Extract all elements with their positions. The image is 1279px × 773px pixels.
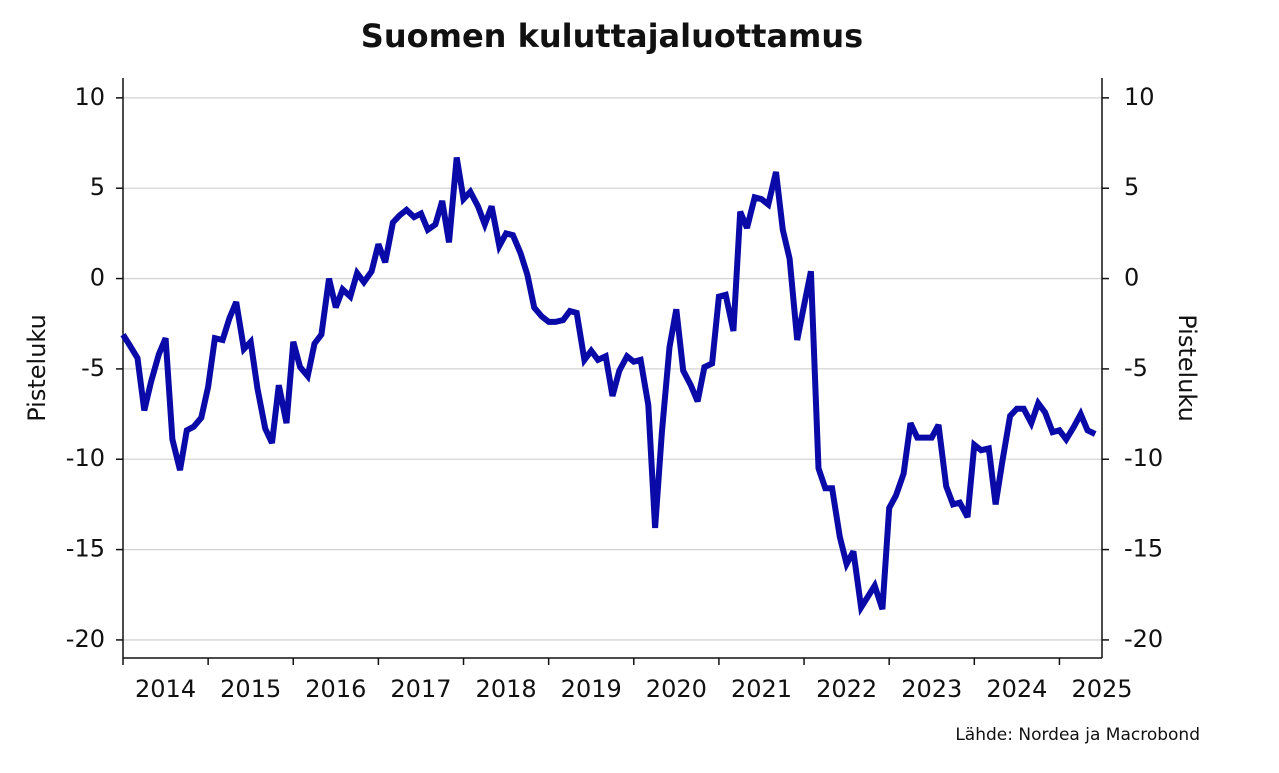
y2-tick-label: -15 [1124,535,1163,563]
y-tick-label: 5 [90,173,105,201]
y2-tick-label: 10 [1124,83,1155,111]
chart-title: Suomen kuluttajaluottamus [361,17,863,55]
y-tick-label: 0 [90,264,105,292]
source-note: Lähde: Nordea ja Macrobond [955,725,1200,745]
y2-tick-label: -5 [1124,354,1148,382]
y-axis-label: Pisteluku [23,314,51,422]
x-tick-label: 2025 [1071,675,1132,703]
y2-tick-label: -20 [1124,625,1163,653]
y-tick-label: -15 [66,535,105,563]
data-line [120,157,1097,616]
x-tick-label: 2015 [220,675,281,703]
x-tick-label: 2014 [135,675,196,703]
x-tick-label: 2017 [390,675,451,703]
x-tick-label: 2016 [305,675,366,703]
y-tick-label: 10 [74,83,105,111]
x-tick-label: 2020 [646,675,707,703]
x-tick-label: 2022 [816,675,877,703]
y2-tick-label: 5 [1124,173,1139,201]
y2-tick-label: 0 [1124,264,1139,292]
y2-tick-label: -10 [1124,444,1163,472]
y-tick-label: -5 [81,354,105,382]
x-tick-label: 2019 [561,675,622,703]
x-tick-label: 2021 [731,675,792,703]
y2-axis-label: Pisteluku [1173,314,1201,422]
y-tick-label: -10 [66,444,105,472]
x-tick-label: 2018 [476,675,537,703]
x-tick-label: 2023 [901,675,962,703]
x-tick-label: 2024 [986,675,1047,703]
y-tick-label: -20 [66,625,105,653]
